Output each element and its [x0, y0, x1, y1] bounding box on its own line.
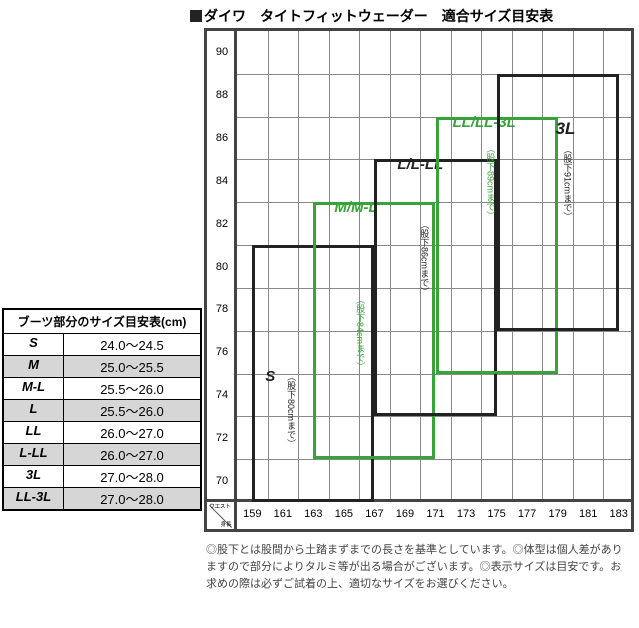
- y-axis-col: 70 72 74 76 78 80 82 84 86 88 90: [207, 31, 237, 499]
- x-tick-label: 173: [457, 508, 475, 520]
- y-tick-label: 76: [207, 346, 237, 358]
- page-title: ダイワ タイトフィットウェーダー 適合サイズ目安表: [190, 6, 553, 26]
- boots-range-cell: 25.5～26.0: [64, 400, 200, 421]
- size-region-sub: （股下86cmまで）: [418, 220, 428, 296]
- boots-size-cell: M-L: [4, 378, 64, 399]
- size-chart: 70 72 74 76 78 80 82 84 86 88 90 159 161 163 165 167 16…: [204, 28, 634, 532]
- size-region-3L: 3L （股下91cmまで）: [497, 74, 619, 331]
- size-region-label: S: [265, 368, 275, 385]
- boots-range-cell: 25.0～25.5: [64, 356, 200, 377]
- boots-table-header: ブーツ部分のサイズ目安表(cm): [4, 310, 200, 334]
- x-tick-label: 179: [548, 508, 566, 520]
- boots-table-row: LL-3L27.0～28.0: [4, 488, 200, 509]
- size-region-sub: （股下89cmまで）: [485, 144, 495, 220]
- x-tick-label: 169: [396, 508, 414, 520]
- x-tick-label: 177: [518, 508, 536, 520]
- boots-table-row: L-LL26.0～27.0: [4, 444, 200, 466]
- x-tick-label: 171: [426, 508, 444, 520]
- corner-ylabel: ウエスト: [209, 504, 231, 509]
- boots-table-row: M25.0～25.5: [4, 356, 200, 378]
- x-tick-label: 165: [335, 508, 353, 520]
- size-region-sub: （股下84cmまで）: [354, 295, 364, 371]
- y-tick-label: 74: [207, 389, 237, 401]
- x-tick-label: 175: [487, 508, 505, 520]
- boots-range-cell: 26.0～27.0: [64, 422, 200, 443]
- boots-table-header-text: ブーツ部分のサイズ目安表(cm): [4, 312, 200, 331]
- y-tick-label: 72: [207, 432, 237, 444]
- y-tick-label: 78: [207, 303, 237, 315]
- size-region-sub: （股下91cmまで）: [562, 145, 572, 221]
- x-tick-label: 159: [243, 508, 261, 520]
- boots-size-cell: L-LL: [4, 444, 64, 465]
- x-tick-label: 161: [274, 508, 292, 520]
- boots-range-cell: 26.0～27.0: [64, 444, 200, 465]
- y-tick-label: 86: [207, 132, 237, 144]
- boots-size-cell: M: [4, 356, 64, 377]
- boots-size-cell: S: [4, 334, 64, 355]
- boots-range-cell: 27.0～28.0: [64, 488, 200, 509]
- boots-range-cell: 25.5～26.0: [64, 378, 200, 399]
- boots-size-cell: LL: [4, 422, 64, 443]
- title-marker-icon: [190, 10, 202, 22]
- boots-table-row: L25.5～26.0: [4, 400, 200, 422]
- x-tick-label: 167: [365, 508, 383, 520]
- chart-grid: S（股下80cmまで）M/M-L（股下84cmまで）L/L-LL（股下86cmま…: [237, 31, 631, 499]
- boots-size-cell: LL-3L: [4, 488, 64, 509]
- boots-size-cell: 3L: [4, 466, 64, 487]
- x-tick-label: 163: [304, 508, 322, 520]
- boots-table-row: S24.0～24.5: [4, 334, 200, 356]
- corner-xlabel: 身長: [221, 522, 232, 527]
- size-region-label: M/M-L: [334, 199, 377, 216]
- x-tick-label: 181: [579, 508, 597, 520]
- y-tick-label: 70: [207, 475, 237, 487]
- boots-range-cell: 27.0～28.0: [64, 466, 200, 487]
- y-tick-label: 90: [207, 46, 237, 58]
- boots-size-table: ブーツ部分のサイズ目安表(cm) S24.0～24.5M25.0～25.5M-L…: [2, 308, 202, 511]
- boots-table-row: LL26.0～27.0: [4, 422, 200, 444]
- y-tick-label: 80: [207, 261, 237, 273]
- size-region-sub: （股下80cmまで）: [285, 372, 295, 448]
- boots-table-row: M-L25.5～26.0: [4, 378, 200, 400]
- size-region-label: 3L: [556, 119, 576, 139]
- footnote-text: ◎股下とは股間から土踏まずまでの長さを基準としています。◎体型は個人差があります…: [206, 542, 630, 593]
- boots-table-row: 3L27.0～28.0: [4, 466, 200, 488]
- y-tick-label: 88: [207, 89, 237, 101]
- boots-range-cell: 24.0～24.5: [64, 334, 200, 355]
- x-tick-label: 183: [610, 508, 628, 520]
- axis-corner: ウエスト 身長: [207, 499, 237, 529]
- boots-size-cell: L: [4, 400, 64, 421]
- y-tick-label: 82: [207, 218, 237, 230]
- y-tick-label: 84: [207, 175, 237, 187]
- title-text: ダイワ タイトフィットウェーダー 適合サイズ目安表: [204, 8, 553, 24]
- x-axis-row: 159 161 163 165 167 169 171 173 175 177 179 181 183: [237, 499, 631, 529]
